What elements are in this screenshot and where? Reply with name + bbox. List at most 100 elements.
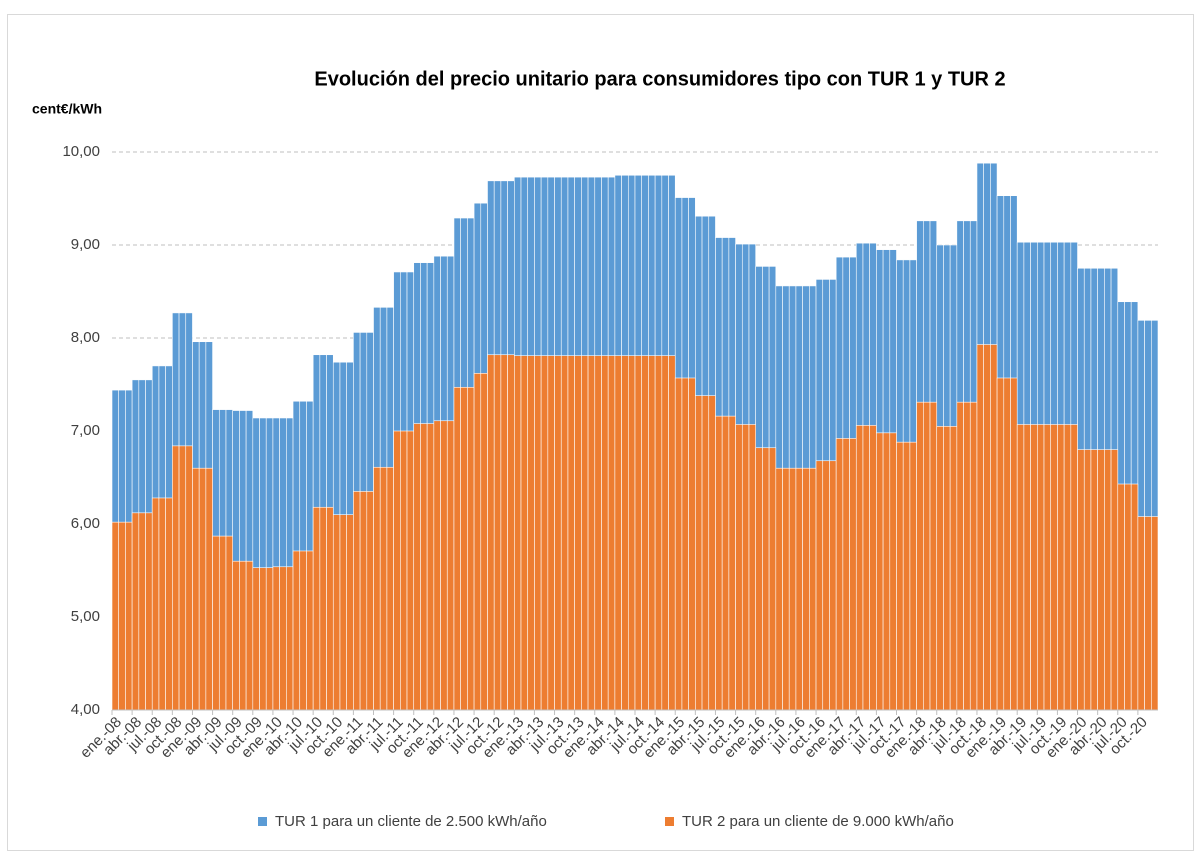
bar bbox=[855, 425, 864, 711]
bar bbox=[674, 377, 683, 711]
bar bbox=[339, 514, 347, 711]
y-tick-label: 7,00 bbox=[71, 422, 100, 439]
bar bbox=[540, 355, 549, 711]
bar bbox=[460, 386, 468, 711]
bar bbox=[232, 560, 240, 711]
bar bbox=[487, 354, 495, 711]
bar bbox=[949, 426, 958, 711]
bar bbox=[158, 497, 166, 711]
bar bbox=[956, 401, 964, 711]
bar bbox=[762, 447, 770, 711]
bar bbox=[567, 355, 575, 711]
legend-swatch bbox=[665, 817, 674, 826]
bar bbox=[259, 567, 267, 711]
bar bbox=[1050, 424, 1058, 711]
bar bbox=[473, 373, 482, 711]
bar bbox=[728, 415, 736, 711]
bar bbox=[668, 355, 676, 711]
bar bbox=[969, 401, 978, 711]
bar bbox=[721, 415, 730, 711]
bar bbox=[902, 441, 911, 711]
bar bbox=[788, 467, 797, 711]
bar bbox=[1016, 424, 1025, 711]
bar bbox=[400, 430, 408, 711]
bar bbox=[265, 567, 274, 711]
bar bbox=[245, 560, 254, 711]
bar bbox=[125, 521, 133, 711]
bar bbox=[869, 425, 877, 711]
bar bbox=[876, 432, 884, 711]
bar bbox=[547, 355, 555, 711]
bar bbox=[534, 355, 542, 711]
bar bbox=[1110, 449, 1119, 711]
bar bbox=[741, 424, 750, 711]
bar bbox=[306, 550, 314, 711]
bar bbox=[192, 467, 200, 711]
bar bbox=[560, 355, 569, 711]
bar bbox=[607, 355, 616, 711]
chart-title: Evolución del precio unitario para consu… bbox=[314, 68, 1005, 90]
bar bbox=[1037, 424, 1045, 711]
bar bbox=[587, 355, 596, 711]
y-tick-label: 6,00 bbox=[71, 515, 100, 532]
bar bbox=[453, 386, 461, 711]
bar bbox=[943, 426, 951, 711]
bar bbox=[225, 535, 233, 711]
bar bbox=[145, 512, 153, 711]
bar bbox=[581, 355, 589, 711]
y-axis-title: cent€/kWh bbox=[32, 101, 102, 117]
bar bbox=[648, 355, 656, 711]
bar bbox=[963, 401, 971, 711]
bar bbox=[507, 354, 515, 711]
bar bbox=[554, 355, 562, 711]
bar bbox=[178, 445, 187, 711]
bar bbox=[185, 445, 193, 711]
bar bbox=[889, 432, 897, 711]
bar bbox=[882, 432, 891, 711]
bar bbox=[1023, 424, 1031, 711]
bar bbox=[1130, 483, 1139, 711]
bar bbox=[1030, 424, 1038, 711]
bar bbox=[319, 506, 327, 711]
bar bbox=[1057, 424, 1065, 711]
bar bbox=[815, 460, 824, 711]
bar bbox=[983, 344, 991, 711]
bar bbox=[440, 420, 448, 711]
bar bbox=[212, 535, 220, 711]
bar bbox=[795, 467, 803, 711]
bar bbox=[661, 355, 669, 711]
bar bbox=[272, 566, 280, 711]
bar bbox=[601, 355, 609, 711]
bar bbox=[500, 354, 508, 711]
bar bbox=[627, 355, 636, 711]
bar bbox=[1010, 377, 1018, 711]
bar bbox=[996, 377, 1005, 711]
bar bbox=[822, 460, 830, 711]
bar bbox=[1077, 449, 1085, 711]
y-tick-label: 4,00 bbox=[71, 701, 100, 718]
bar bbox=[688, 377, 696, 711]
bar bbox=[1063, 424, 1072, 711]
bar bbox=[634, 355, 643, 711]
bar bbox=[1043, 424, 1052, 711]
bar bbox=[393, 430, 401, 711]
bar bbox=[1117, 483, 1125, 711]
bar bbox=[735, 424, 743, 711]
bar bbox=[1090, 449, 1098, 711]
bar bbox=[151, 497, 160, 711]
bar bbox=[1097, 449, 1105, 711]
bar bbox=[574, 355, 582, 711]
bar bbox=[990, 344, 998, 711]
bar bbox=[614, 355, 622, 711]
bar bbox=[641, 355, 649, 711]
bar bbox=[775, 467, 783, 711]
bar bbox=[406, 430, 415, 711]
bar bbox=[929, 401, 938, 711]
bar bbox=[493, 354, 502, 711]
bar bbox=[446, 420, 455, 711]
bar bbox=[172, 445, 180, 711]
bar bbox=[909, 441, 917, 711]
bar bbox=[916, 401, 924, 711]
bar bbox=[1083, 449, 1092, 711]
